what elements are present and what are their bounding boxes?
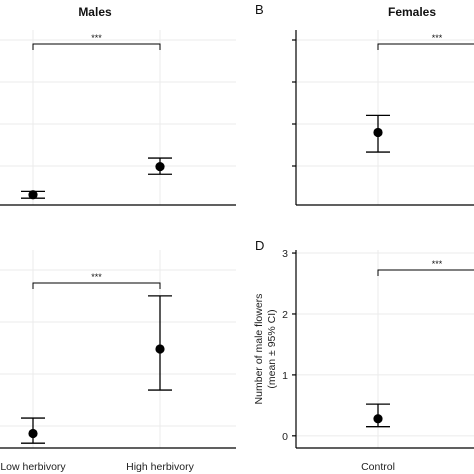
panel-d-y-tick-label: 1: [282, 370, 288, 382]
panel-d-x-tick-label: Control: [361, 461, 395, 473]
panel-b-significance-bracket: [377, 43, 474, 50]
panel-a-significance-label: ***: [91, 33, 102, 43]
panel-c-significance-label: ***: [91, 272, 102, 282]
panel-a-point-1: [28, 190, 38, 200]
panel-b-title: Females: [388, 5, 436, 19]
panel-d-y-tick-label: 2: [282, 309, 288, 321]
panel-a-significance-bracket: [32, 43, 161, 50]
panel-b-significance-label: ***: [432, 33, 443, 43]
panel-d-ylabel-line2: (mean ± 95% CI): [266, 309, 278, 388]
panel-d-point-1: [373, 414, 383, 424]
panel-c-significance-bracket: [32, 282, 161, 289]
panel-c-x-tick-label: Low herbivory: [0, 461, 66, 473]
panel-c-point-2: [155, 344, 165, 354]
panel-d-y-tick-label: 3: [282, 248, 288, 260]
panel-d-label: D: [255, 238, 264, 253]
panel-d-significance-bracket: [377, 269, 474, 276]
panel-d-y-tick-label: 0: [282, 431, 288, 443]
panel-c-point-1: [28, 428, 38, 439]
panel-b-label: B: [255, 2, 264, 17]
panel-d-significance-label: ***: [432, 259, 443, 269]
panel-a-point-2: [155, 161, 165, 172]
panel-a-title: Males: [78, 5, 112, 19]
panel-c-x-tick-label: High herbivory: [126, 461, 194, 473]
panel-d-ylabel-line1: Number of male flowers: [253, 294, 265, 405]
panel-b-point-1: [373, 127, 383, 138]
